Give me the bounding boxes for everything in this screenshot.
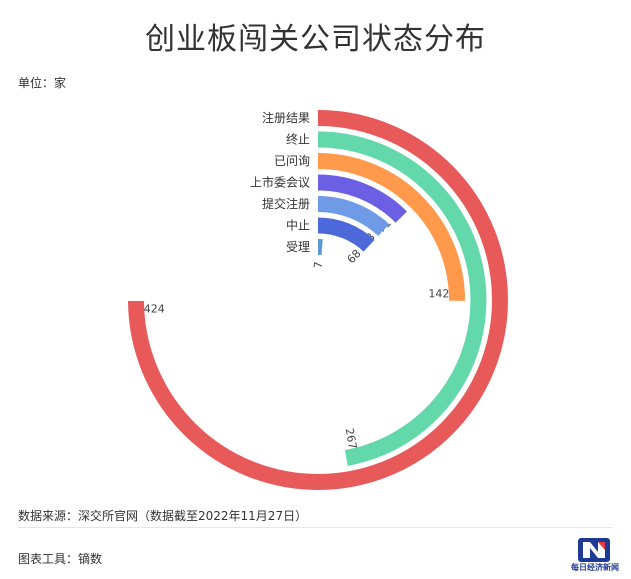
chart-tool: 图表工具：镝数 (18, 552, 103, 566)
bar-终止 (317, 131, 487, 466)
category-label: 受理 (286, 240, 310, 254)
value-label: 68 (345, 247, 364, 266)
category-label: 提交注册 (262, 196, 310, 211)
chart-title: 创业板闯关公司状态分布 (145, 22, 486, 57)
value-label: 7 (312, 261, 326, 269)
category-label: 已问询 (274, 154, 310, 168)
bar-注册结果 (128, 110, 508, 490)
nbd-logo-icon (578, 538, 610, 562)
footer-divider (18, 527, 613, 528)
category-label: 中止 (286, 218, 310, 233)
bar-提交注册 (317, 196, 390, 237)
category-label: 终止 (286, 132, 310, 147)
bar-已问询 (317, 153, 466, 301)
unit-label: 单位：家 (18, 76, 67, 90)
bar-中止 (317, 217, 375, 252)
bar-上市委会议 (317, 174, 407, 223)
value-label: 267 (343, 427, 360, 450)
category-label: 上市委会议 (250, 175, 310, 190)
category-label: 注册结果 (262, 110, 310, 125)
value-label: 424 (144, 302, 165, 315)
data-source: 数据来源：深交所官网（数据截至2022年11月27日） (18, 509, 308, 523)
value-label: 142 (428, 287, 449, 300)
logo-text: 每日经济新闻 (571, 563, 619, 572)
